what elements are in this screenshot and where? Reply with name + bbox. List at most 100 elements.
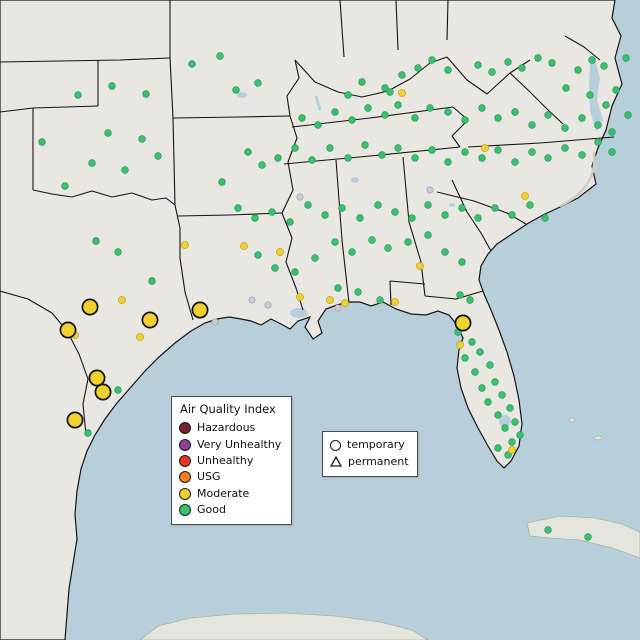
station-good (428, 146, 436, 154)
station-good (544, 154, 552, 162)
station-good (411, 154, 419, 162)
station-good (361, 141, 369, 149)
aqi-legend: Air Quality Index Hazardous Very Unhealth… (171, 396, 292, 526)
marker-type-legend: temporary permanent (322, 431, 418, 477)
station-good (414, 64, 422, 72)
state-borders (0, 0, 615, 436)
station-good (398, 71, 406, 79)
station-good (561, 144, 569, 152)
station-moderate-temporary (141, 311, 159, 329)
station-good (108, 82, 116, 90)
station-good (381, 84, 389, 92)
station-moderate-temporary (94, 383, 112, 401)
station-good (348, 116, 356, 124)
station-good (444, 108, 452, 116)
station-good (574, 66, 582, 74)
aqi-legend-title: Air Quality Index (180, 402, 276, 416)
station-good (608, 148, 616, 156)
station-good (491, 204, 499, 212)
station-good (258, 161, 266, 169)
station-good (154, 152, 162, 160)
station-good (544, 111, 552, 119)
legend-item-label: Very Unhealthy (197, 437, 282, 451)
station-good (344, 154, 352, 162)
station-good (376, 296, 384, 304)
legend-color-swatch (179, 422, 191, 435)
station-good (364, 104, 372, 112)
station-good (511, 158, 519, 166)
station-moderate (391, 298, 399, 306)
station-good (344, 91, 352, 99)
station-moderate (341, 299, 349, 307)
station-moderate-temporary (454, 314, 472, 332)
station-no-data (264, 301, 272, 309)
station-moderate (240, 242, 248, 250)
station-good (428, 56, 436, 64)
station-good (518, 64, 526, 72)
station-good (468, 338, 476, 346)
legend-item-unhealthy: Unhealthy (179, 453, 283, 469)
station-good (444, 66, 452, 74)
station-good (354, 288, 362, 296)
station-moderate (508, 446, 516, 454)
station-good (476, 348, 484, 356)
station-moderate (398, 89, 406, 97)
station-good (504, 451, 512, 459)
station-good (274, 154, 282, 162)
yucatan-landmass (139, 612, 429, 640)
legend-item-label: Unhealthy (197, 453, 254, 467)
station-good (408, 214, 416, 222)
station-good (508, 438, 516, 446)
outer-banks (559, 151, 596, 208)
station-no-data (211, 318, 219, 326)
island (568, 417, 576, 423)
station-good (506, 404, 514, 412)
station-good (286, 218, 294, 226)
station-good (254, 79, 262, 87)
station-good (548, 59, 556, 67)
station-no-data (248, 296, 256, 304)
station-moderate (416, 262, 424, 270)
station-good (216, 52, 224, 60)
station-good (88, 159, 96, 167)
legend-item-good: Good (179, 502, 283, 518)
station-moderate-temporary (81, 298, 99, 316)
station-good (348, 248, 356, 256)
station-good (188, 60, 196, 68)
station-good (331, 238, 339, 246)
station-good (38, 138, 46, 146)
legend-color-swatch (179, 454, 191, 467)
station-good (461, 116, 469, 124)
station-good (588, 56, 596, 64)
station-moderate (326, 296, 334, 304)
station-good (600, 62, 608, 70)
station-good (478, 154, 486, 162)
legend-item-label: USG (197, 470, 221, 484)
station-good (488, 68, 496, 76)
station-good (394, 101, 402, 109)
station-no-data (426, 186, 434, 194)
legend-color-swatch (179, 504, 191, 517)
station-good (114, 386, 122, 394)
station-good (578, 114, 586, 122)
station-good (494, 444, 502, 452)
legend-item-label: Moderate (197, 486, 250, 500)
legend-item-very-unhealthy: Very Unhealthy (179, 436, 283, 452)
station-good (466, 296, 474, 304)
station-good (314, 121, 322, 129)
station-good (426, 104, 434, 112)
station-good (458, 204, 466, 212)
legend-item-temporary: temporary (330, 437, 409, 453)
stations-layer (38, 52, 632, 541)
station-good (441, 211, 449, 219)
legend-item-label: Good (197, 503, 226, 517)
station-good (586, 91, 594, 99)
station-good (504, 58, 512, 66)
station-moderate (481, 144, 489, 152)
station-good (511, 108, 519, 116)
station-good (331, 108, 339, 116)
station-good (486, 361, 494, 369)
station-good (541, 214, 549, 222)
